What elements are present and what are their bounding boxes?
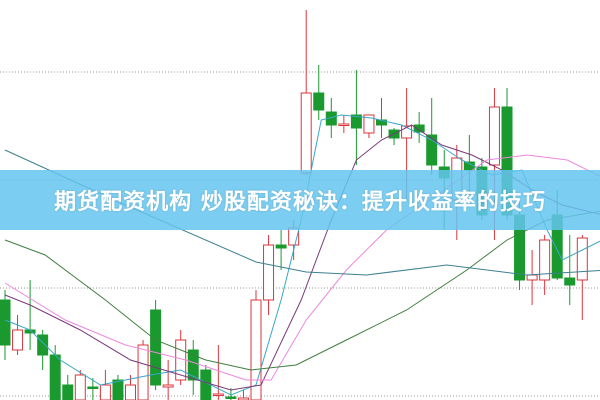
candle-down bbox=[150, 309, 162, 386]
candle-up bbox=[12, 329, 24, 351]
candle-down bbox=[62, 384, 74, 400]
ma20-line bbox=[4, 154, 600, 381]
candle-up bbox=[125, 384, 136, 400]
candle-down bbox=[49, 354, 61, 400]
candle-up bbox=[539, 239, 551, 281]
candle-down bbox=[275, 244, 287, 249]
candle-up bbox=[401, 125, 413, 139]
candle-up bbox=[263, 244, 275, 301]
banner-title: 期货配资机构 炒股配资秘诀：提升收益率的技巧 bbox=[54, 190, 546, 215]
candle-up bbox=[212, 393, 224, 396]
candle-down bbox=[0, 299, 11, 346]
candle-up bbox=[137, 344, 149, 400]
candle-down bbox=[426, 134, 438, 166]
candle-down bbox=[225, 396, 237, 399]
candle-up bbox=[237, 397, 249, 400]
candle-down bbox=[112, 379, 124, 400]
candle-up bbox=[99, 384, 111, 400]
candle-up bbox=[250, 299, 262, 400]
candle-down bbox=[87, 386, 99, 389]
candle-up bbox=[363, 114, 375, 134]
ma60-line bbox=[4, 210, 600, 371]
candle-down bbox=[37, 334, 49, 356]
candle-up bbox=[576, 237, 588, 281]
candle-up bbox=[526, 274, 538, 281]
candle-up bbox=[162, 384, 174, 388]
candle-down bbox=[350, 114, 362, 129]
candle-up bbox=[338, 123, 350, 126]
candle-down bbox=[313, 92, 325, 111]
candle-down bbox=[200, 369, 212, 400]
candle-up bbox=[488, 106, 500, 166]
candle-up bbox=[300, 92, 312, 174]
candle-down bbox=[564, 277, 576, 286]
title-banner: 期货配资机构 炒股配资秘诀：提升收益率的技巧 bbox=[0, 170, 600, 230]
candle-down bbox=[413, 124, 425, 133]
candle-up bbox=[74, 374, 86, 400]
candle-down bbox=[187, 349, 199, 381]
